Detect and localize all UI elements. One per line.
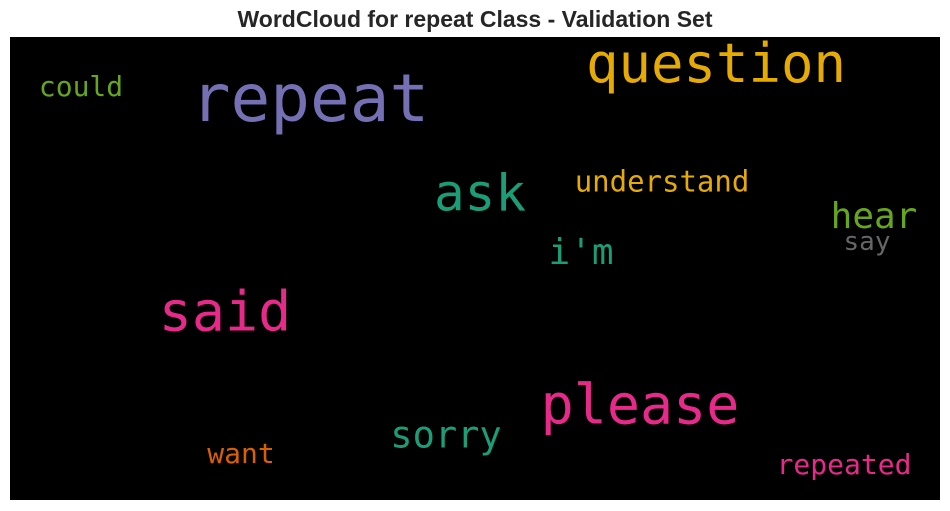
- word-want: want: [207, 437, 275, 470]
- word-sorry: sorry: [390, 413, 502, 457]
- word-please: please: [540, 372, 740, 437]
- word-say: say: [843, 227, 891, 257]
- word-hear: hear: [830, 196, 918, 237]
- word-question: question: [585, 37, 847, 95]
- word-could: could: [38, 70, 124, 103]
- word-repeat: repeat: [190, 60, 430, 137]
- word-said: said: [158, 279, 292, 344]
- word-cloud-canvas: repeat question said please ask sorry hear i'm u…: [10, 37, 940, 500]
- word-repeated: repeated: [776, 448, 912, 481]
- word-im: i'm: [548, 232, 614, 273]
- chart-title: WordCloud for repeat Class - Validation …: [237, 6, 713, 32]
- word-ask: ask: [433, 164, 527, 224]
- word-understand: understand: [574, 164, 750, 199]
